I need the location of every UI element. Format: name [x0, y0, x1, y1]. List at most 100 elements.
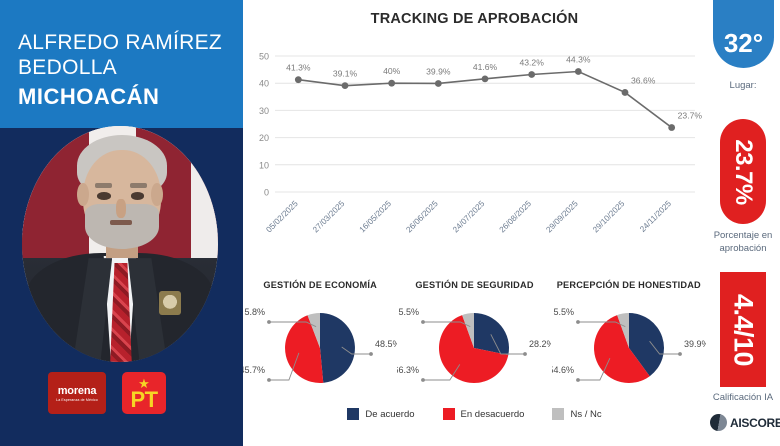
candidate-name: ALFREDO RAMÍREZ BEDOLLA [18, 31, 223, 79]
legend-swatch-icon [442, 408, 455, 420]
line-chart-title: TRACKING DE APROBACIÓN [370, 11, 579, 27]
brand-logo: AISCORE [710, 414, 780, 431]
svg-text:27/03/2025: 27/03/2025 [311, 199, 347, 235]
pie-charts-row: GESTIÓN DE ECONOMÍA 48.5% 45.7% 5.8% GESTI… [239, 278, 709, 408]
pie-block-seguridad: GESTIÓN DE SEGURIDAD 28.2% 66.3% 5.5% [394, 278, 555, 408]
legend-item: En desacuerdo [442, 408, 525, 420]
svg-text:36.6%: 36.6% [631, 75, 656, 85]
svg-text:5.5%: 5.5% [399, 307, 420, 317]
necktie [110, 262, 132, 362]
svg-text:10: 10 [259, 160, 269, 170]
morena-tagline: La Esperanza de México [56, 398, 98, 402]
line-chart-y-axis-labels: 0 10 20 30 40 50 [259, 52, 269, 198]
svg-text:40%: 40% [383, 66, 401, 76]
eyebrow-left [94, 182, 113, 189]
svg-text:39.1%: 39.1% [333, 69, 358, 79]
svg-text:26/08/2025: 26/08/2025 [498, 199, 534, 235]
party-logo-pt: ★ PT [122, 372, 166, 414]
summary-panel: 32° Lugar: 23.7% Porcentaje en aprobació… [706, 0, 780, 446]
pie-svg-wrap-honestidad: 39.9% 54.6% 5.5% [548, 294, 709, 406]
pie-block-economia: GESTIÓN DE ECONOMÍA 48.5% 45.7% 5.8% [239, 278, 401, 408]
eyebrow-right [129, 182, 148, 189]
svg-text:41.3%: 41.3% [286, 63, 311, 73]
legend-item: De acuerdo [347, 408, 415, 420]
mouth [110, 220, 132, 225]
svg-text:05/02/2025: 05/02/2025 [264, 199, 300, 235]
legend-item: Ns / Nc [552, 408, 602, 420]
approval-label: Porcentaje en aprobación [706, 229, 780, 255]
star-icon: ★ [138, 376, 150, 391]
party-logo-morena: morena La Esperanza de México [48, 372, 106, 414]
lapel-pin-icon [159, 291, 181, 315]
svg-text:40: 40 [259, 79, 269, 89]
candidate-state: MICHOACÁN [18, 84, 160, 109]
svg-text:20: 20 [259, 133, 269, 143]
svg-text:16/05/2025: 16/05/2025 [358, 199, 394, 235]
party-logos: morena La Esperanza de México ★ PT [48, 372, 166, 414]
legend-label: En desacuerdo [460, 408, 525, 420]
ai-score-value: 4.4/10 [728, 293, 759, 366]
line-chart-data-labels: 41.3% 39.1% 40% 39.9% 41.6% 43.2% 44.3% 36.6% 23… [286, 55, 702, 121]
legend-swatch-icon [552, 408, 565, 420]
candidate-header [0, 0, 243, 128]
eye-left [97, 192, 112, 200]
approval-label-line2: aprobación [719, 243, 767, 254]
ear-right [151, 182, 164, 207]
pie-chart-honestidad: 39.9% 54.6% 5.5% [548, 307, 709, 383]
legend-swatch-icon [347, 408, 360, 420]
nose [116, 199, 126, 219]
line-chart-x-axis-labels: 05/02/2025 27/03/2025 16/05/2025 26/06/2025… [264, 199, 673, 235]
svg-text:24/07/2025: 24/07/2025 [451, 199, 487, 235]
ear-left [76, 182, 89, 207]
svg-text:39.9%: 39.9% [684, 339, 706, 349]
pie-svg-wrap-economia: 48.5% 45.7% 5.8% [239, 294, 401, 406]
svg-text:5.5%: 5.5% [553, 307, 574, 317]
svg-text:28.2%: 28.2% [529, 339, 551, 349]
line-chart-data-points [294, 68, 676, 131]
rank-badge: 32° [713, 0, 774, 68]
svg-text:30: 30 [259, 106, 269, 116]
svg-text:39.9%: 39.9% [426, 66, 451, 76]
pie-chart-seguridad: 28.2% 66.3% 5.5% [394, 307, 555, 384]
rank-label: Lugar: [729, 80, 757, 91]
candidate-photo [22, 126, 218, 362]
svg-text:5.8%: 5.8% [244, 307, 265, 317]
backdrop-far-right [190, 126, 218, 259]
morena-wordmark: morena [57, 385, 97, 397]
charts-area: TRACKING DE APROBACIÓN 0 10 20 30 40 50 41.3%… [239, 0, 709, 446]
pt-wordmark: PT [130, 387, 158, 412]
svg-text:45.7%: 45.7% [243, 365, 265, 375]
legend-label: Ns / Nc [570, 408, 602, 420]
pie-svg-wrap-seguridad: 28.2% 66.3% 5.5% [394, 294, 555, 406]
svg-text:29/09/2025: 29/09/2025 [544, 199, 580, 235]
svg-text:41.6%: 41.6% [473, 62, 498, 72]
svg-text:26/06/2025: 26/06/2025 [404, 199, 440, 235]
approval-value: 23.7% [730, 138, 757, 205]
pie-title-economia: GESTIÓN DE ECONOMÍA [263, 280, 377, 290]
candidate-panel: ALFREDO RAMÍREZ BEDOLLA MICHOACÁN [0, 0, 243, 446]
legend-label: De acuerdo [365, 408, 415, 420]
brand-name: AISCORE [730, 415, 780, 430]
svg-text:44.3%: 44.3% [566, 55, 591, 65]
pie-title-honestidad: PERCEPCIÓN DE HONESTIDAD [556, 280, 701, 290]
approval-badge: 23.7% [720, 119, 766, 224]
svg-text:0: 0 [264, 188, 269, 198]
ai-score-label: Calificación IA [712, 392, 774, 403]
pie-title-seguridad: GESTIÓN DE SEGURIDAD [415, 280, 534, 290]
approval-label-line1: Porcentaje en [713, 230, 773, 241]
rank-value: 32° [723, 28, 764, 58]
svg-text:24/11/2025: 24/11/2025 [638, 199, 673, 234]
tracking-line-chart: 0 10 20 30 40 50 41.3% 39.1% 40% 39.9% 41.6% 43.2%… [259, 52, 702, 235]
brain-circle-icon [710, 414, 727, 431]
svg-text:48.5%: 48.5% [375, 339, 397, 349]
svg-text:66.3%: 66.3% [397, 365, 419, 375]
svg-text:23.7%: 23.7% [678, 111, 703, 121]
svg-text:43.2%: 43.2% [519, 57, 544, 67]
svg-text:54.6%: 54.6% [552, 365, 574, 375]
pie-block-honestidad: PERCEPCIÓN DE HONESTIDAD 39.9% 54.6% 5.5% [548, 278, 709, 408]
portrait-illustration [22, 126, 218, 362]
svg-text:50: 50 [259, 52, 269, 62]
ai-score-badge: 4.4/10 [720, 272, 766, 387]
svg-text:29/10/2025: 29/10/2025 [591, 199, 627, 235]
